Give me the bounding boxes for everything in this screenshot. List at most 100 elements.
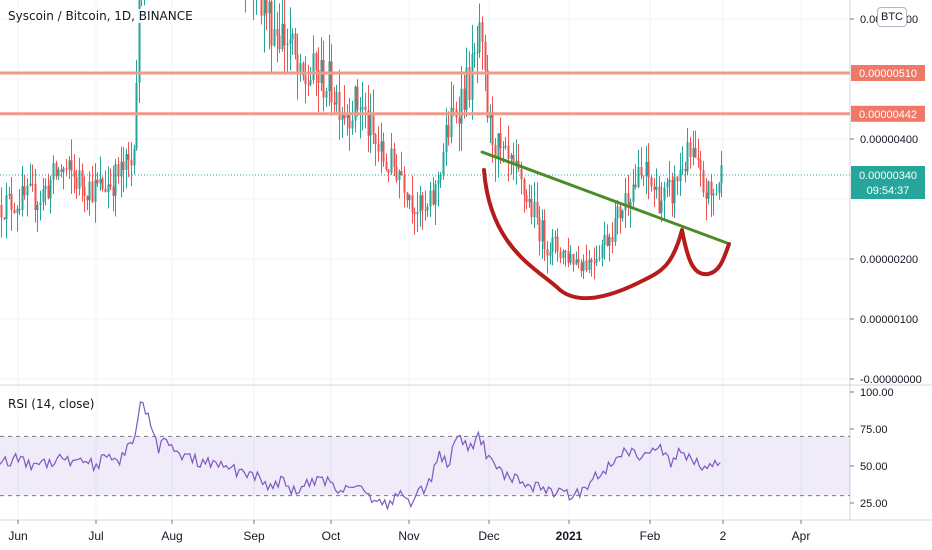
currency-button[interactable]: BTC [877, 7, 907, 27]
candle-body-242 [629, 201, 632, 207]
candle-body-156 [406, 192, 409, 201]
candle-body-151 [393, 148, 396, 168]
candle-body-128 [333, 102, 336, 105]
candle-body-236 [614, 218, 617, 242]
candle-body-274 [712, 193, 715, 196]
candle-body-157 [408, 195, 411, 201]
candle-body-158 [411, 195, 414, 212]
candle-body-0 [0, 205, 3, 218]
candle-body-50 [130, 159, 133, 166]
candle-body-275 [715, 193, 718, 195]
candle-body-248 [645, 161, 648, 176]
candle-body-264 [686, 142, 689, 172]
rsi-tick-label-3: 25.00 [860, 498, 888, 510]
candle-body-109 [283, 23, 286, 46]
candle-body-110 [286, 43, 289, 46]
candle-body-202 [525, 194, 528, 203]
candle-body-147 [382, 141, 385, 162]
candle-body-52 [135, 83, 138, 149]
candle-body-48 [125, 153, 128, 170]
candle-body-260 [676, 176, 679, 182]
horizontal-level-label-bg-0 [851, 65, 925, 81]
candle-body-46 [120, 161, 123, 177]
candle-body-183 [476, 52, 479, 54]
candle-body-225 [585, 260, 588, 270]
candle-body-206 [536, 201, 539, 218]
candle-body-13 [34, 183, 37, 211]
candle-body-127 [330, 61, 333, 103]
candle-body-169 [439, 174, 442, 181]
candle-body-189 [491, 112, 494, 145]
candle-body-241 [627, 193, 630, 207]
candle-body-5 [13, 209, 16, 214]
axes: 0.000009000.000008000.000007000.00000600… [8, 14, 922, 543]
candle-body-180 [468, 67, 471, 100]
candle-body-254 [660, 200, 663, 214]
candle-body-219 [569, 253, 572, 263]
candle-body-143 [372, 115, 375, 135]
candle-body-14 [36, 204, 39, 211]
rsi-title: RSI (14, close) [6, 397, 97, 411]
candle-body-229 [595, 258, 598, 263]
candle-body-28 [73, 170, 76, 177]
candle-body-30 [78, 170, 81, 189]
candle-body-163 [424, 209, 427, 211]
candle-body-29 [75, 176, 78, 189]
candle-body-233 [606, 234, 609, 246]
candle-body-210 [546, 249, 549, 256]
candle-body-246 [640, 166, 643, 176]
candle-body-174 [452, 108, 455, 110]
candle-body-119 [309, 80, 312, 85]
candle-body-36 [94, 179, 97, 202]
price-tick-label-7: -0.00000000 [860, 374, 922, 386]
last-price-countdown: 09:54:37 [867, 185, 910, 197]
candle-body-177 [460, 88, 463, 124]
rsi-tick-label-2: 50.00 [860, 461, 888, 473]
candle-body-130 [338, 91, 341, 120]
time-tick-label-6: Dec [478, 529, 499, 543]
candle-body-107 [278, 35, 281, 50]
price-tick-label-6: 0.00000100 [860, 314, 918, 326]
candle-body-194 [504, 145, 507, 148]
candle-body-258 [671, 179, 674, 204]
candle-body-136 [354, 86, 357, 121]
chart-drawings[interactable] [480, 150, 731, 301]
candle-body-238 [619, 206, 622, 219]
candle-body-37 [96, 179, 99, 184]
candle-body-193 [502, 147, 505, 149]
candle-body-256 [666, 182, 669, 188]
candle-body-170 [442, 151, 445, 175]
candlestick-series[interactable] [0, 0, 723, 280]
candle-body-19 [49, 179, 52, 199]
candle-body-222 [577, 259, 580, 263]
candle-body-26 [68, 160, 71, 170]
candle-body-105 [273, 28, 276, 46]
candle-body-212 [551, 237, 554, 252]
candle-body-144 [374, 134, 377, 145]
horizontal-level-label-0: 0.00000510 [859, 68, 917, 80]
candle-body-269 [699, 160, 702, 171]
candle-body-18 [47, 185, 50, 199]
candle-body-243 [632, 184, 635, 202]
candle-body-42 [109, 184, 112, 187]
candle-body-103 [268, 1, 271, 14]
candle-body-216 [562, 250, 565, 258]
candle-body-240 [624, 193, 627, 211]
candle-body-27 [70, 160, 73, 171]
candle-body-262 [681, 168, 684, 170]
candle-body-277 [720, 165, 723, 184]
candle-body-134 [348, 113, 351, 129]
candle-body-141 [367, 110, 370, 136]
candle-body-273 [710, 181, 713, 196]
candle-body-181 [471, 54, 474, 100]
candle-body-173 [450, 108, 453, 138]
candle-body-211 [549, 251, 552, 256]
horizontal-levels[interactable]: 0.00000510 0.00000442 0.00000340 09:54:37 [0, 65, 925, 199]
time-tick-label-10: Apr [792, 529, 811, 543]
candle-body-270 [702, 170, 705, 193]
horizontal-level-label-bg-1 [851, 105, 925, 122]
candle-body-182 [473, 52, 476, 55]
candle-body-196 [510, 154, 513, 159]
candle-body-25 [65, 168, 68, 170]
